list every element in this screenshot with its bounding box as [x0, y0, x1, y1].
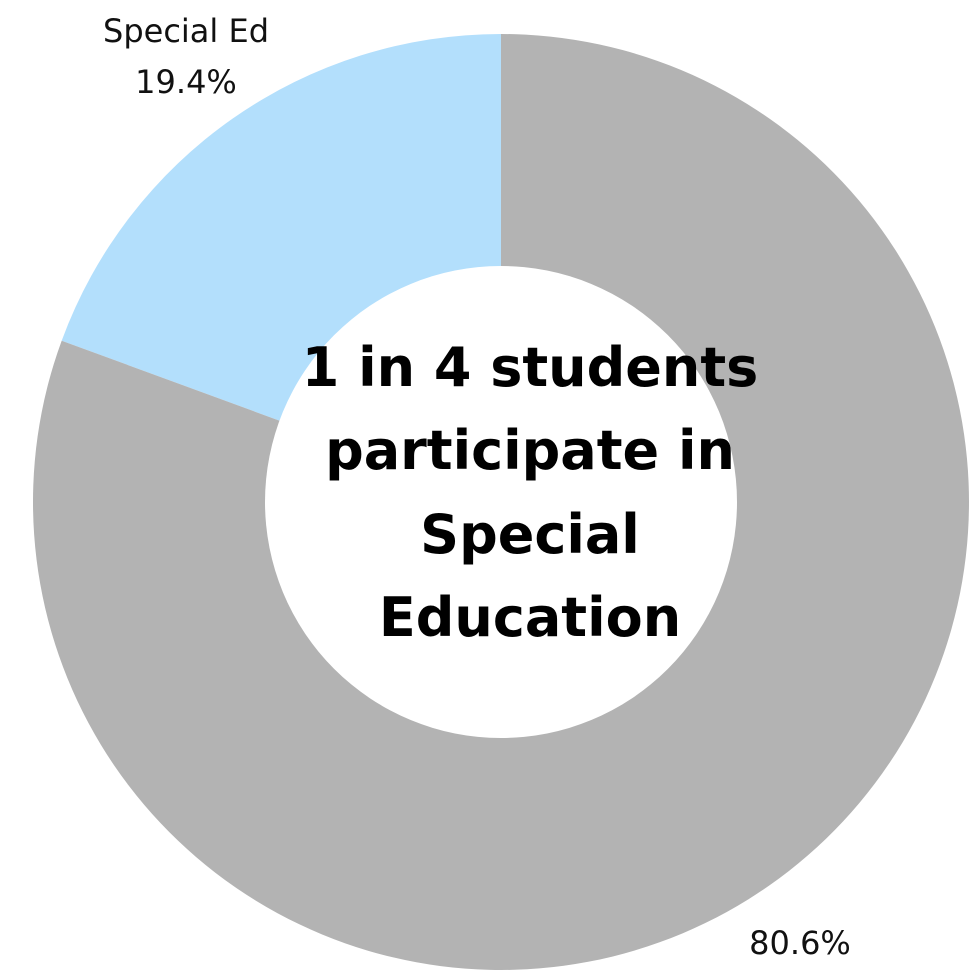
slice-labels: Special Ed 19.4% 80.6% [103, 12, 851, 962]
center-text-line-1: 1 in 4 students [302, 336, 759, 399]
slice-label-special-ed-name: Special Ed [103, 12, 269, 50]
slice-label-other-value: 80.6% [749, 924, 851, 962]
donut-hole [265, 266, 737, 738]
center-text: 1 in 4 students participate in Special E… [302, 336, 759, 649]
center-text-line-3: Special [420, 503, 640, 566]
center-text-line-4: Education [379, 586, 681, 649]
slice-label-special-ed-value: 19.4% [135, 63, 237, 101]
center-text-line-2: participate in [325, 419, 735, 482]
